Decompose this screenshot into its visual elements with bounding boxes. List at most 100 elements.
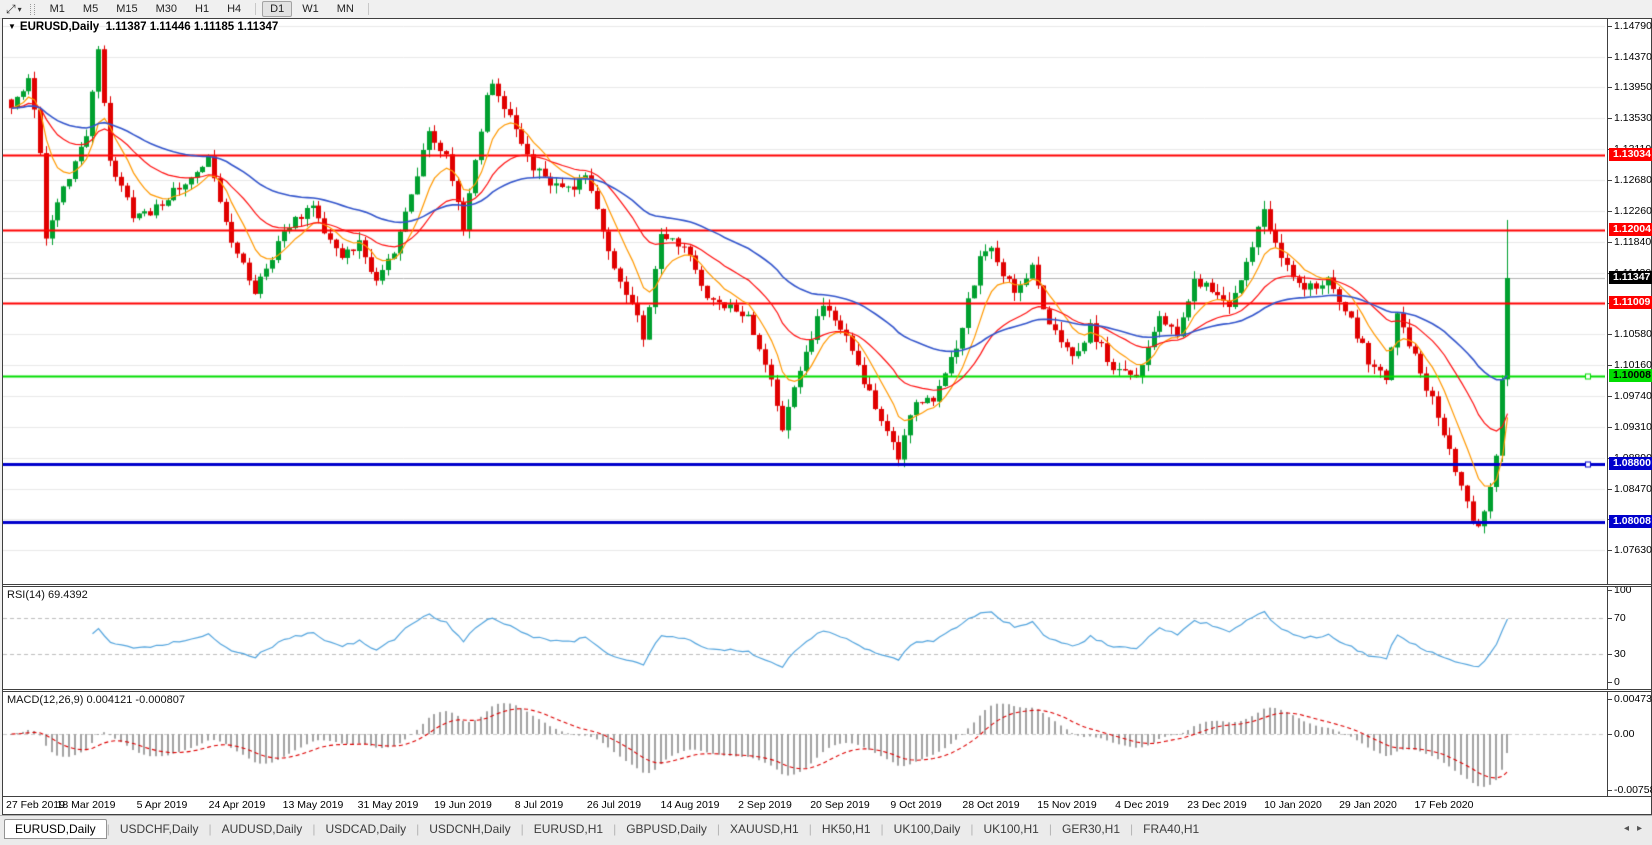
timeframe-d1-button[interactable]: D1 (262, 1, 293, 17)
axis-tick-label: 1.09740 (1614, 390, 1652, 402)
axis-tick-mark (1608, 26, 1612, 27)
date-axis-label: 27 Feb 2019 (6, 799, 65, 811)
tab-separator: | (106, 822, 110, 836)
date-axis-label: 28 Oct 2019 (962, 799, 1020, 811)
price-level-flag: 1.12004 (1609, 223, 1652, 236)
price-level-flag: 1.13034 (1609, 148, 1652, 161)
price-chart-canvas[interactable] (3, 19, 1605, 584)
chart-tab-hk50-h1[interactable]: HK50,H1 (821, 822, 871, 836)
axis-tick-mark (1608, 334, 1612, 335)
chart-ohlc-values: 1.11387 1.11446 1.11185 1.11347 (105, 21, 279, 33)
axis-tick-mark (1608, 211, 1612, 212)
tab-separator: | (208, 822, 212, 836)
axis-tick-label: -0.00758 (1614, 784, 1652, 796)
date-axis-label: 13 May 2019 (282, 799, 344, 811)
price-axis[interactable]: 1.147901.143701.139501.135301.131101.126… (1607, 19, 1652, 796)
chart-tab-eurusd-daily[interactable]: EURUSD,Daily (4, 819, 107, 839)
chart-menu-triangle-icon[interactable]: ▼ (8, 22, 16, 31)
tab-separator: | (416, 822, 420, 836)
tab-scroll-left-icon[interactable]: ◂ (1623, 823, 1629, 834)
chart-tab-fra40-h1[interactable]: FRA40,H1 (1143, 822, 1200, 836)
rsi-chart-canvas[interactable] (3, 587, 1605, 689)
axis-tick-label: 0.00 (1614, 728, 1635, 740)
toolbar-separator (367, 3, 369, 15)
axis-tick-mark (1608, 242, 1612, 243)
tab-scroll-right-icon[interactable]: ▸ (1636, 823, 1642, 834)
date-axis-label: 10 Jan 2020 (1264, 799, 1322, 811)
axis-tick-mark (1608, 618, 1612, 619)
price-level-flag: 1.08800 (1609, 457, 1652, 470)
chart-tab-eurusd-h1[interactable]: EURUSD,H1 (533, 822, 604, 836)
timeframe-m15-button[interactable]: M15 (116, 3, 138, 15)
axis-tick-label: 70 (1614, 612, 1626, 624)
toolbar-grip[interactable] (29, 3, 35, 15)
date-axis-label: 9 Oct 2019 (890, 799, 942, 811)
timeframe-m30-button[interactable]: M30 (155, 3, 177, 15)
chart-tab-ger30-h1[interactable]: GER30,H1 (1061, 822, 1121, 836)
chart-tab-usdcad-daily[interactable]: USDCAD,Daily (325, 822, 407, 836)
chart-tab-uk100-daily[interactable]: UK100,Daily (893, 822, 961, 836)
date-axis-label: 8 Jul 2019 (514, 799, 564, 811)
chart-tab-uk100-h1[interactable]: UK100,H1 (983, 822, 1039, 836)
chart-tab-gbpusd-daily[interactable]: GBPUSD,Daily (626, 822, 707, 836)
current-price-flag: 1.11347 (1609, 271, 1652, 284)
date-axis-label: 2 Sep 2019 (738, 799, 792, 811)
tab-separator: | (1048, 822, 1052, 836)
chart-window: ▼ EURUSD,Daily 1.11387 1.11446 1.11185 1.… (2, 18, 1652, 815)
axis-tick-mark (1608, 57, 1612, 58)
diagonal-arrows-icon[interactable]: ⤢ (6, 2, 16, 16)
timeframe-h1-button[interactable]: H1 (195, 3, 210, 15)
axis-tick-mark (1608, 682, 1612, 683)
timeframe-toolbar: ⤢ ▾ M1 M5 M15 M30 H1 H4 D1 W1 MN (0, 0, 1652, 19)
timeframe-w1-button[interactable]: W1 (302, 3, 319, 15)
date-axis-label: 14 Aug 2019 (660, 799, 720, 811)
axis-tick-label: 0 (1614, 676, 1620, 688)
date-axis-label: 4 Dec 2019 (1115, 799, 1169, 811)
axis-tick-mark (1608, 396, 1612, 397)
time-axis[interactable]: 27 Feb 2019 18 Mar 2019 5 Apr 2019 24 Apr 2… (3, 796, 1651, 814)
tab-separator: | (716, 822, 721, 836)
axis-tick-mark (1608, 699, 1612, 700)
chart-tab-audusd-daily[interactable]: AUDUSD,Daily (221, 822, 303, 836)
date-axis-label: 23 Dec 2019 (1187, 799, 1247, 811)
axis-tick-mark (1608, 550, 1612, 551)
date-axis-label: 5 Apr 2019 (136, 799, 188, 811)
panel-splitter[interactable] (3, 584, 1651, 587)
rsi-indicator-label: RSI(14) 69.4392 (7, 589, 88, 601)
axis-tick-mark (1608, 734, 1612, 735)
axis-tick-mark (1608, 365, 1612, 366)
chart-tab-xauusd-h1[interactable]: XAUUSD,H1 (730, 822, 799, 836)
toolbar-separator (255, 3, 257, 15)
axis-tick-label: 1.11840 (1614, 236, 1652, 248)
date-axis-label: 19 Jun 2019 (434, 799, 492, 811)
chart-tab-usdchf-daily[interactable]: USDCHF,Daily (119, 822, 199, 836)
axis-tick-label: 1.07630 (1614, 544, 1652, 556)
tab-separator: | (1130, 822, 1134, 836)
axis-tick-mark (1608, 790, 1612, 791)
chart-title: ▼ EURUSD,Daily 1.11387 1.11446 1.11185 1.… (8, 21, 278, 33)
axis-tick-mark (1608, 427, 1612, 428)
timeframe-h4-button[interactable]: H4 (227, 3, 242, 15)
axis-tick-label: 30 (1614, 648, 1626, 660)
date-axis-label: 18 Mar 2019 (56, 799, 116, 811)
date-axis-label: 29 Jan 2020 (1339, 799, 1397, 811)
axis-tick-label: 1.08470 (1614, 483, 1652, 495)
tab-separator: | (520, 822, 524, 836)
panel-splitter[interactable] (3, 689, 1651, 692)
axis-tick-label: 1.14790 (1614, 20, 1652, 32)
axis-tick-label: 1.10580 (1614, 328, 1652, 340)
axis-tick-label: 1.09310 (1614, 421, 1652, 433)
price-level-flag: 1.08008 (1609, 515, 1652, 528)
timeframe-mn-button[interactable]: MN (336, 3, 354, 15)
timeframe-m1-button[interactable]: M1 (49, 3, 65, 15)
timeframe-m5-button[interactable]: M5 (82, 3, 99, 15)
axis-tick-label: 1.12680 (1614, 174, 1652, 186)
dropdown-caret-icon[interactable]: ▾ (17, 4, 22, 14)
macd-chart-canvas[interactable] (3, 692, 1605, 796)
axis-tick-mark (1608, 118, 1612, 119)
chart-tab-usdcnh-daily[interactable]: USDCNH,Daily (429, 822, 511, 836)
axis-tick-label: 1.14370 (1614, 51, 1652, 63)
axis-tick-label: 1.13950 (1614, 81, 1652, 93)
price-level-flag: 1.10008 (1609, 369, 1652, 382)
